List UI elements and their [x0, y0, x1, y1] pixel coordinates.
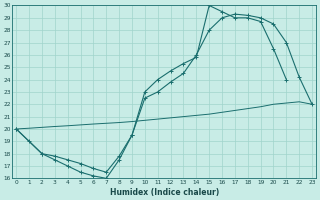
X-axis label: Humidex (Indice chaleur): Humidex (Indice chaleur) — [109, 188, 219, 197]
